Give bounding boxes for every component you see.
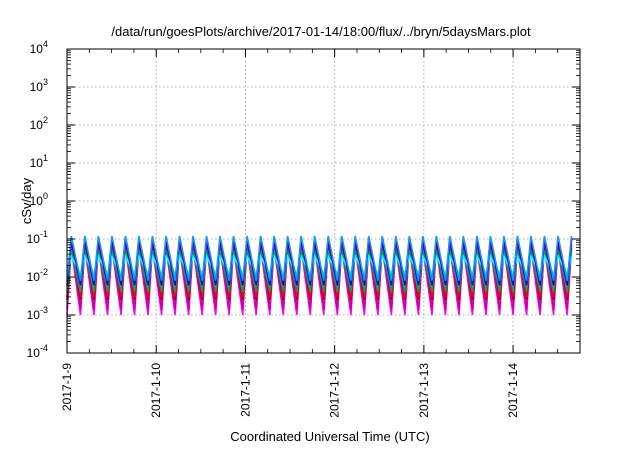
x-axis-title: Coordinated Universal Time (UTC) xyxy=(230,429,429,444)
y-axis-title: cSv/day xyxy=(19,177,34,224)
series-line xyxy=(66,250,573,293)
x-tick-label: 2017-1-13 xyxy=(417,363,431,418)
y-tick-label: 10-3 xyxy=(27,305,48,322)
series-area xyxy=(66,235,573,316)
y-tick-labels: 10-4 10-3 10-2 10-1 100 101 102 103 104 xyxy=(27,39,48,360)
y-tick-label: 103 xyxy=(30,77,48,94)
ticks xyxy=(66,48,581,354)
y-tick-label: 100 xyxy=(30,191,48,208)
x-tick-label: 2017-1-10 xyxy=(149,363,163,418)
x-tick-label: 2017-1-9 xyxy=(60,363,74,411)
x-tick-labels: 2017-1-9 2017-1-10 2017-1-11 2017-1-12 2017-… xyxy=(60,363,520,418)
y-tick-label: 104 xyxy=(30,39,48,56)
y-tick-label: 102 xyxy=(30,115,48,132)
y-tick-label: 10-1 xyxy=(27,229,48,246)
y-tick-label: 101 xyxy=(30,153,48,170)
x-tick-label: 2017-1-11 xyxy=(238,363,252,417)
y-tick-label: 10-2 xyxy=(27,267,48,284)
chart-title: /data/run/goesPlots/archive/2017-01-14/1… xyxy=(111,24,531,39)
x-tick-label: 2017-1-12 xyxy=(328,363,342,418)
y-tick-label: 10-4 xyxy=(27,343,48,360)
x-tick-label: 2017-1-14 xyxy=(506,363,520,418)
series-line xyxy=(66,235,573,281)
